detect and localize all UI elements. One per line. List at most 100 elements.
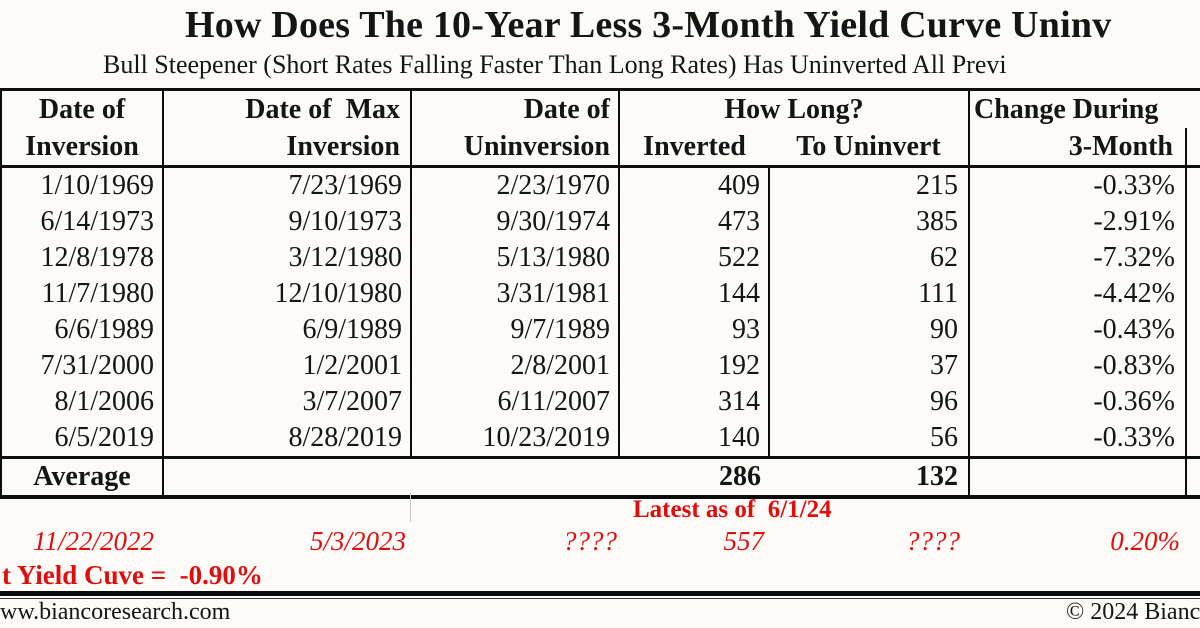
- cell-change-3month: -2.91%: [969, 204, 1187, 240]
- cell-days-to-uninvert: 111: [769, 276, 970, 312]
- table-row: 6/14/1973 9/10/1973 9/30/1974 473 385 -2…: [1, 204, 1200, 240]
- cell-max-inversion-date: 9/10/1973: [163, 204, 412, 240]
- cell-days-to-uninvert: 56: [769, 420, 970, 459]
- cell-uninversion-date: 5/13/1980: [411, 240, 620, 276]
- table-row: 12/8/1978 3/12/1980 5/13/1980 522 62 -7.…: [1, 240, 1200, 276]
- latest-days-inverted: 557: [723, 526, 765, 556]
- header-date-of-max-line1: Date of Max: [163, 89, 412, 128]
- current-yield-curve-note: t Yield Cuve = -0.90%: [2, 560, 263, 590]
- header-change-during: Change During: [974, 94, 1166, 125]
- cell-max-inversion-date: 3/12/1980: [163, 240, 412, 276]
- latest-row: 11/22/2022 5/3/2023 ???? 557 ???? 0.20%: [0, 524, 1200, 558]
- cell-cutoff: [1185, 457, 1200, 499]
- cell-max-inversion-date: 12/10/1980: [163, 276, 412, 312]
- cell-max-inversion-date: 1/2/2001: [163, 348, 412, 384]
- cell-days-inverted: 409: [619, 166, 770, 204]
- cell-days-to-uninvert: 385: [769, 204, 970, 240]
- cell-change-3month: -7.32%: [969, 240, 1187, 276]
- average-label: Average: [1, 457, 164, 499]
- latest-inversion-date: 11/22/2022: [33, 526, 154, 556]
- latest-days-to-uninvert: ????: [906, 526, 960, 556]
- header-cutoff-column: [1186, 128, 1200, 168]
- cell-max-inversion-date: 6/9/1989: [163, 312, 412, 348]
- average-days-to-uninvert: 132: [769, 457, 970, 499]
- header-how-long: How Long?: [619, 89, 970, 128]
- cell-days-to-uninvert: 90: [769, 312, 970, 348]
- cell-uninversion-date: 3/31/1981: [411, 276, 620, 312]
- cell-max-inversion-date: 7/23/1969: [163, 166, 412, 204]
- header-date-of-uninversion-line2: Uninversion: [411, 128, 620, 168]
- latest-uninversion-date: ????: [563, 526, 617, 556]
- table-row: 8/1/2006 3/7/2007 6/11/2007 314 96 -0.36…: [1, 384, 1200, 420]
- cell-uninversion-date: 9/7/1989: [411, 312, 620, 348]
- cell-days-inverted: 314: [619, 384, 770, 420]
- table-row: 1/10/1969 7/23/1969 2/23/1970 409 215 -0…: [1, 166, 1200, 205]
- cell-days-inverted: 192: [619, 348, 770, 384]
- cell-inversion-date: 6/6/1989: [1, 312, 164, 348]
- cell-inversion-date: 6/5/2019: [1, 420, 164, 459]
- cell-max-inversion-date: 8/28/2019: [163, 420, 412, 459]
- average-row: Average 286 132: [1, 457, 1200, 499]
- latest-max-inversion-date: 5/3/2023: [309, 526, 406, 556]
- cell-max-inversion-date: 3/7/2007: [163, 384, 412, 420]
- cell-cutoff: [1186, 167, 1200, 205]
- chart-subtitle: Bull Steepener (Short Rates Falling Fast…: [103, 50, 1007, 79]
- latest-as-of-heading: Latest as of 6/1/24: [633, 496, 832, 523]
- average-days-inverted: 286: [619, 457, 769, 499]
- table-row: 7/31/2000 1/2/2001 2/8/2001 192 37 -0.83…: [1, 348, 1200, 384]
- cell-inversion-date: 11/7/1980: [1, 276, 164, 312]
- cell-change-3month: -0.33%: [969, 420, 1187, 459]
- table-row: 6/6/1989 6/9/1989 9/7/1989 93 90 -0.43%: [1, 312, 1200, 348]
- cell-cutoff: [1186, 384, 1200, 420]
- cell-days-inverted: 473: [619, 204, 770, 240]
- faint-column-guide: [410, 493, 411, 522]
- cell-inversion-date: 7/31/2000: [1, 348, 164, 384]
- header-date-of-uninversion-line1: Date of: [411, 89, 620, 128]
- cell-change-3month: -0.33%: [969, 166, 1187, 204]
- cell-change-3month: -0.36%: [969, 384, 1187, 420]
- cell-days-to-uninvert: 96: [769, 384, 970, 420]
- copyright: © 2024 Bianc: [1066, 599, 1200, 625]
- cell-days-to-uninvert: 62: [769, 240, 970, 276]
- bottom-rule-thick: [0, 591, 1200, 596]
- yield-curve-table: Date of Date of Max Date of How Long? Ch…: [0, 88, 1200, 499]
- cell-inversion-date: 1/10/1969: [1, 166, 164, 204]
- cell-days-inverted: 522: [619, 240, 770, 276]
- website-url: ww.biancoresearch.com: [0, 599, 231, 625]
- cell-cutoff: [1186, 420, 1200, 459]
- cell-days-inverted: 144: [619, 276, 770, 312]
- cell-inversion-date: 12/8/1978: [1, 240, 164, 276]
- cell-uninversion-date: 6/11/2007: [411, 384, 620, 420]
- cell-days-inverted: 93: [619, 312, 770, 348]
- header-three-month: 3-Month: [969, 128, 1187, 168]
- cell-cutoff: [1186, 312, 1200, 348]
- cell-cutoff: [1186, 204, 1200, 240]
- cell-uninversion-date: 2/23/1970: [411, 166, 620, 204]
- cell-inversion-date: 8/1/2006: [1, 384, 164, 420]
- cell-cutoff: [1186, 348, 1200, 384]
- header-date-of-inversion-line1: Date of: [1, 89, 164, 128]
- cell-inversion-date: 6/14/1973: [1, 204, 164, 240]
- header-inverted: Inverted: [619, 128, 769, 168]
- cell-uninversion-date: 10/23/2019: [411, 420, 620, 459]
- chart-title: How Does The 10-Year Less 3-Month Yield …: [185, 4, 1112, 46]
- table-row: 11/7/1980 12/10/1980 3/31/1981 144 111 -…: [1, 276, 1200, 312]
- header-to-uninvert: To Uninvert: [769, 128, 970, 168]
- cell-change-3month: -4.42%: [969, 276, 1187, 312]
- cell-uninversion-date: 2/8/2001: [411, 348, 620, 384]
- header-date-of-max-line2: Inversion: [163, 128, 412, 168]
- table-row: 6/5/2019 8/28/2019 10/23/2019 140 56 -0.…: [1, 420, 1200, 459]
- cell-days-to-uninvert: 215: [769, 166, 970, 204]
- header-date-of-inversion-line2: Inversion: [1, 128, 164, 168]
- cell-change-3month: -0.83%: [969, 348, 1187, 384]
- cell-cutoff: [1186, 240, 1200, 276]
- cell-change-3month: -0.43%: [969, 312, 1187, 348]
- bottom-rule-thin: [0, 598, 1200, 599]
- cell-days-to-uninvert: 37: [769, 348, 970, 384]
- cell-uninversion-date: 9/30/1974: [411, 204, 620, 240]
- average-spacer-right: [969, 457, 1186, 499]
- average-spacer: [163, 457, 619, 499]
- cell-days-inverted: 140: [619, 420, 770, 459]
- cell-cutoff: [1186, 276, 1200, 312]
